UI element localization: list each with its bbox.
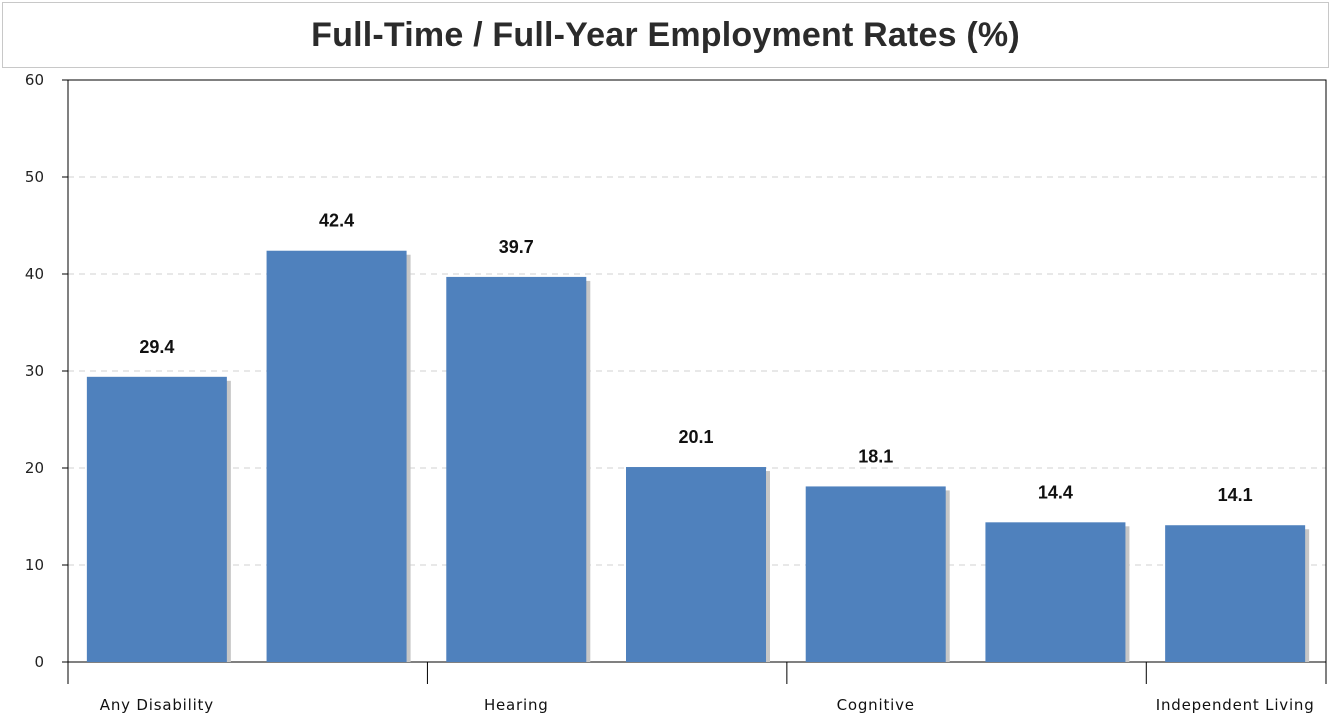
- bar: [266, 250, 407, 662]
- bar: [446, 276, 587, 662]
- chart-title-box: Full-Time / Full-Year Employment Rates (…: [2, 2, 1329, 68]
- bar: [1165, 525, 1306, 662]
- bar: [985, 522, 1126, 662]
- y-tick-label: 20: [25, 459, 44, 477]
- chart-title: Full-Time / Full-Year Employment Rates (…: [311, 15, 1020, 54]
- bar: [626, 467, 766, 662]
- data-label: 20.1: [678, 427, 713, 447]
- y-tick-label: 40: [25, 265, 44, 283]
- y-tick-label: 30: [25, 362, 44, 380]
- y-tick-label: 60: [25, 71, 44, 89]
- x-category-label: Independent Living: [1156, 696, 1315, 714]
- x-category-label: Hearing: [484, 696, 549, 714]
- data-label: 39.7: [499, 237, 534, 257]
- bar: [86, 376, 227, 662]
- data-label: 18.1: [858, 446, 893, 466]
- data-label: 29.4: [139, 337, 174, 357]
- x-category-label: Cognitive: [837, 696, 915, 714]
- data-label: 14.1: [1218, 485, 1253, 505]
- y-tick-label: 10: [25, 556, 44, 574]
- y-tick-label: 0: [34, 653, 44, 671]
- y-tick-label: 50: [25, 168, 44, 186]
- bar: [805, 486, 946, 662]
- x-category-label: Any Disability: [100, 696, 214, 714]
- data-label: 14.4: [1038, 482, 1073, 502]
- data-label: 42.4: [319, 211, 354, 231]
